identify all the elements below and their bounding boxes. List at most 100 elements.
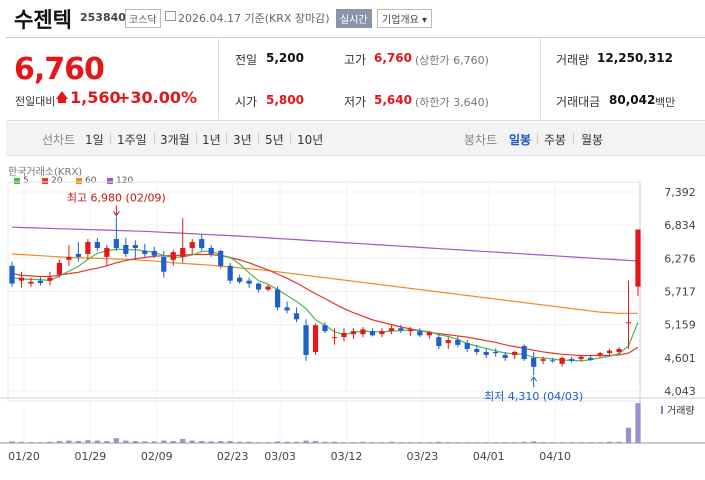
x-tick-label: 03/03 <box>264 450 296 463</box>
candle-body <box>587 357 594 360</box>
candle-monthly[interactable]: 월봉 <box>581 133 604 147</box>
market-badge: 코스닥 <box>125 9 161 28</box>
candle-body <box>189 242 195 248</box>
volume-bar <box>616 441 622 443</box>
candle-body <box>474 348 480 352</box>
period-3y[interactable]: 3년 <box>233 133 252 147</box>
volume-bar <box>635 403 641 443</box>
candle-body <box>550 360 556 362</box>
candle-body <box>331 337 338 339</box>
amount-label: 거래대금 <box>556 95 601 109</box>
candle-body <box>37 280 44 284</box>
volume-label: 거래량 <box>556 53 590 67</box>
candle-daily[interactable]: 일봉 <box>509 133 532 147</box>
candle-body <box>274 289 281 308</box>
y-tick-label: 4,601 <box>664 352 696 365</box>
volume-bar <box>47 441 53 443</box>
volume-bar <box>28 442 34 443</box>
volume-bar <box>237 441 243 443</box>
volume-bar <box>540 442 546 443</box>
stock-code: 253840 <box>80 11 126 24</box>
candle-body <box>255 283 262 290</box>
current-price: 6,760 <box>14 52 105 87</box>
candlestick-chart: 7,392 6,834 6,276 5,717 5,159 4,601 4,043 01/20… <box>0 181 705 463</box>
legend-ma5-swatch <box>14 178 20 184</box>
candle-body <box>132 245 138 248</box>
candle-body <box>218 250 224 266</box>
volume-bar <box>350 442 357 443</box>
volume-bar <box>455 442 461 443</box>
volume-bar <box>512 442 518 443</box>
ma20-line <box>11 253 639 357</box>
open-label: 시가 <box>235 95 258 109</box>
volume-bar <box>388 441 395 443</box>
volume-bar <box>303 440 309 443</box>
chart-source: 한국거래소(KRX) <box>8 167 83 178</box>
candle-body <box>246 280 252 284</box>
candle-body <box>360 329 366 335</box>
min-annotation: 최저 4,310 (04/03) <box>484 390 583 403</box>
volume-bar <box>483 442 489 443</box>
candle-body <box>113 239 119 248</box>
realtime-button[interactable]: 실시간 <box>336 9 372 28</box>
candle-body <box>493 351 499 354</box>
prev-close-label: 전일 <box>235 53 258 67</box>
volume-bar <box>426 442 432 443</box>
max-annotation: 최고 6,980 (02/09) <box>67 191 166 204</box>
candle-body <box>625 322 632 324</box>
calendar-icon <box>165 11 176 21</box>
x-tick-label: 04/10 <box>539 450 571 463</box>
volume-bar <box>132 441 138 443</box>
price-summary <box>6 37 705 121</box>
candle-body <box>464 343 470 349</box>
legend-ma60-swatch <box>76 178 82 184</box>
lower-limit-note: (하한가 3,640) <box>415 96 489 109</box>
volume-bar <box>123 440 129 443</box>
period-1d[interactable]: 1일 <box>85 133 104 147</box>
legend-ma120-swatch <box>107 178 113 184</box>
volume-bar <box>578 442 584 443</box>
volume-bar <box>255 442 262 443</box>
candle-weekly[interactable]: 주봉 <box>544 133 567 147</box>
candle-body <box>531 357 537 367</box>
period-3m[interactable]: 3개월 <box>160 133 190 147</box>
y-tick-label: 4,043 <box>664 385 696 398</box>
y-tick-label: 7,392 <box>664 186 696 199</box>
candle-body <box>9 265 15 284</box>
candle-body <box>455 340 461 345</box>
volume-legend-swatch <box>661 406 663 414</box>
period-1w[interactable]: 1주일 <box>117 133 147 147</box>
period-1y[interactable]: 1년 <box>202 133 221 147</box>
volume-bar <box>293 441 300 443</box>
volume-bar <box>284 441 290 443</box>
candle-chart-tab[interactable]: 봉차트 <box>464 133 498 147</box>
line-chart-tab[interactable]: 선차트 <box>42 133 76 147</box>
candle-body <box>540 359 546 361</box>
candle-body <box>426 332 432 336</box>
volume-bar <box>474 442 480 443</box>
divider <box>290 133 291 144</box>
upper-limit-note: (상한가 6,760) <box>415 54 489 67</box>
candle-body <box>94 242 100 248</box>
volume-bar <box>75 441 82 443</box>
divider <box>537 133 538 144</box>
volume-bar <box>493 442 499 443</box>
volume-bar <box>85 440 91 443</box>
volume-bar <box>208 441 214 443</box>
company-info-dropdown[interactable]: 기업개요 ▾ <box>377 9 432 28</box>
candle-body <box>616 348 622 352</box>
volume-bar <box>66 440 72 443</box>
candle-body <box>568 359 575 361</box>
candle-body <box>293 313 300 320</box>
high-label: 고가 <box>344 53 367 67</box>
period-10y[interactable]: 10년 <box>297 133 324 147</box>
x-tick-label: 02/09 <box>141 450 173 463</box>
candle-body <box>350 331 357 335</box>
change-label: 전일대비 <box>15 95 56 108</box>
volume-bar <box>360 441 366 443</box>
period-5y[interactable]: 5년 <box>265 133 284 147</box>
low-value: 5,640 <box>374 93 412 107</box>
candle-body <box>635 229 641 287</box>
y-tick-label: 5,159 <box>664 319 696 332</box>
candle-body <box>512 351 518 355</box>
